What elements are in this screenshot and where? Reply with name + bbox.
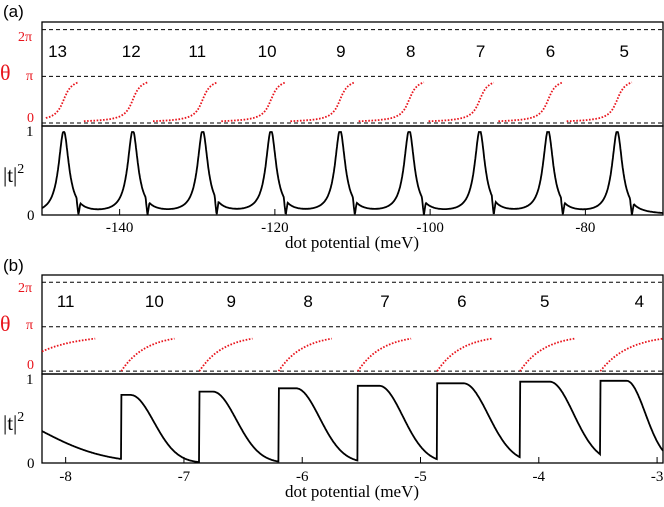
phase-curve [198,337,253,372]
transmission-plot-b [41,379,664,463]
resonance-label: 9 [227,292,236,311]
theta-label-b: θ [0,311,11,336]
phase-tick-2pi-a: 2π [18,30,32,45]
x-tick-label: -80 [575,220,595,236]
x-ticks-b: -8 -7 -6 -5 -4 -3 [59,457,663,485]
phase-curve [566,81,633,123]
phase-curve [41,337,96,353]
transmission-tick-1-b: 1 [26,372,34,388]
x-tick-label: -5 [414,469,427,485]
transmission-axes-a [41,125,664,216]
phase-tick-0-a: 0 [27,111,34,126]
theta-label-a: θ [0,60,11,85]
transmission-tick-1-a: 1 [26,124,34,140]
resonance-label: 9 [336,42,345,61]
phase-curve [153,81,218,123]
x-axis-label-b: dot potential (meV) [285,482,419,501]
phase-curve [599,337,664,372]
panel-a: (a) θ 2π π 0 13 12 11 10 9 8 7 6 5 1 0 |t|2 -140… [0,2,664,252]
phase-curve [519,337,575,372]
x-tick-label: -100 [416,220,444,236]
phase-tick-pi-a: π [26,69,33,84]
phase-plot-a: 13 12 11 10 9 8 7 6 5 [42,29,663,124]
transmission-label-base-a: |t| [3,163,17,187]
resonance-label: 4 [635,292,644,311]
transmission-label-base-b: |t| [3,411,17,435]
panel-label-a: (a) [3,2,24,21]
phase-axes-a [41,21,664,127]
resonance-label: 10 [258,42,277,61]
transmission-tick-0-b: 0 [27,456,35,472]
resonance-label: 7 [380,292,389,311]
x-tick-label: -8 [59,469,72,485]
phase-axes-b [41,274,664,375]
resonance-label: 8 [303,292,312,311]
phase-curve [83,81,148,123]
phase-tick-pi-b: π [26,318,33,333]
x-axis-label-a: dot potential (meV) [285,233,419,252]
transmission-label-exp-b: 2 [17,410,24,425]
phase-tick-0-b: 0 [27,358,34,373]
resonance-label: 6 [546,42,555,61]
resonance-label: 12 [122,42,141,61]
transmission-curve [41,131,663,216]
phase-tick-2pi-b: 2π [18,281,32,296]
x-tick-label: -7 [178,469,191,485]
phase-curve [120,337,175,372]
resonance-label: 11 [188,42,206,61]
phase-curve [428,81,495,123]
x-tick-label: -6 [296,469,309,485]
transmission-curve [41,379,664,463]
transmission-label-a: |t|2 [3,162,24,187]
panel-b: (b) θ 2π π 0 11 10 9 8 7 6 5 4 1 0 |t|2 -8 -7 -6-… [0,256,664,501]
transmission-label-b: |t|2 [3,410,24,435]
panel-label-b: (b) [3,256,24,275]
resonance-label: 11 [57,292,75,311]
resonance-label: 8 [406,42,415,61]
x-tick-label: -120 [261,220,289,236]
x-tick-label: -4 [533,469,546,485]
phase-curve [277,337,333,372]
x-tick-label: -3 [651,469,664,485]
phase-curve [436,337,492,372]
x-ticks-a: -140 -120 -100 -80 [106,209,595,236]
phase-curve [45,81,79,119]
resonance-label: 10 [145,292,164,311]
phase-plot-b: 11 10 9 8 7 6 5 4 [41,281,664,372]
resonance-label: 6 [457,292,466,311]
phase-curve [498,81,564,123]
transmission-tick-0-a: 0 [27,208,35,224]
phase-curve [358,81,425,123]
phase-curve [221,81,287,123]
resonance-label: 5 [540,292,549,311]
phase-curve [290,81,356,123]
phase-curve [357,337,412,372]
transmission-label-exp-a: 2 [17,162,24,177]
transmission-axes-b [41,373,664,464]
resonance-label: 13 [48,42,67,61]
x-tick-label: -140 [106,220,134,236]
resonance-label: 5 [619,42,628,61]
resonance-label: 7 [476,42,485,61]
transmission-plot-a [41,131,663,216]
